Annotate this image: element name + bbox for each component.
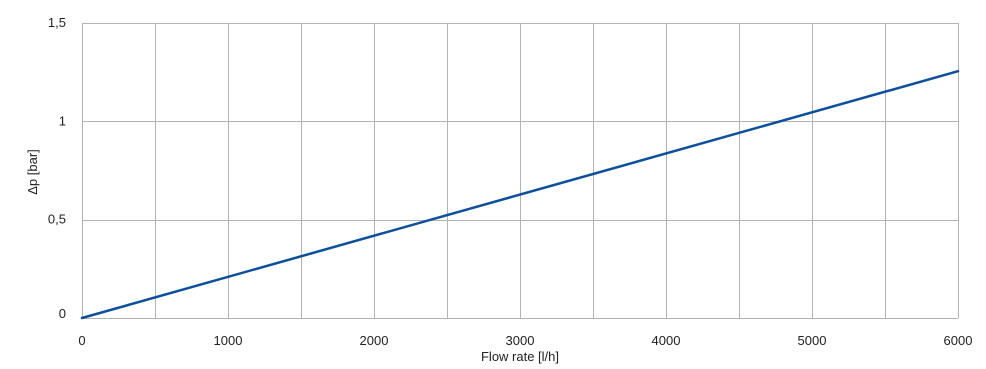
x-axis-title: Flow rate [l/h] — [481, 349, 559, 364]
y-tick-label: 1,5 — [48, 15, 66, 30]
grid — [82, 23, 959, 319]
x-tick-label: 6000 — [944, 333, 973, 348]
x-tick-label: 2000 — [360, 333, 389, 348]
x-tick-label: 3000 — [506, 333, 535, 348]
x-tick-label: 1000 — [214, 333, 243, 348]
x-tick-label: 5000 — [798, 333, 827, 348]
x-tick-label: 4000 — [652, 333, 681, 348]
series-layer — [80, 69, 960, 320]
y-tick-label: 0 — [59, 306, 66, 321]
tick-labels: 0 1000 2000 3000 4000 5000 6000 0 0,5 1 1,5 — [48, 15, 973, 348]
y-axis-title: Δp [bar] — [25, 149, 40, 195]
x-tick-label: 0 — [78, 333, 85, 348]
y-tick-label: 1 — [59, 113, 66, 128]
series-line — [80, 69, 960, 320]
y-tick-label: 0,5 — [48, 212, 66, 227]
